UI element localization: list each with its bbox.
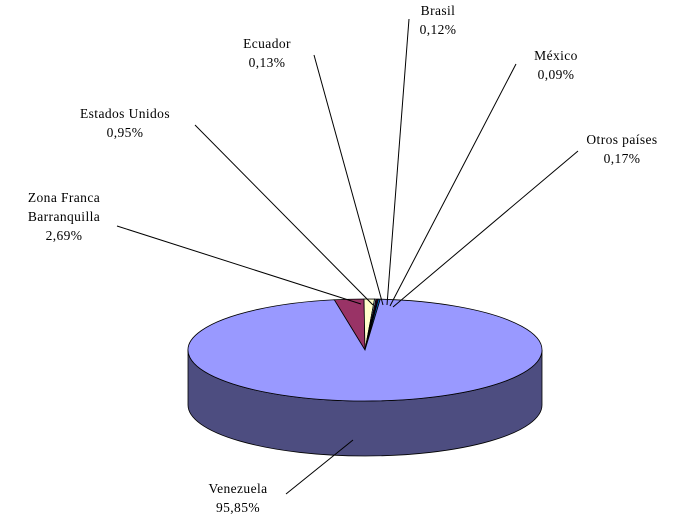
value-label-estados-unidos: 0,95% [107, 125, 144, 140]
value-label-brasil: 0,12% [420, 22, 457, 37]
category-label-estados-unidos: Estados Unidos [80, 106, 170, 121]
value-label-mexico: 0,09% [538, 67, 575, 82]
value-label-zona-franca-barranquilla: 2,69% [46, 228, 83, 243]
category-label-ecuador: Ecuador [243, 36, 291, 51]
category-label-brasil: Brasil [421, 3, 456, 18]
category-label-zona-franca-barranquilla: Barranquilla [28, 209, 100, 224]
value-label-venezuela: 95,85% [216, 500, 260, 515]
leader-line-mexico [389, 63, 517, 307]
value-label-ecuador: 0,13% [249, 55, 286, 70]
slice-labels: Venezuela 95,85% Zona Franca Barranquilla 2,… [28, 3, 657, 515]
category-label-otros-paises: Otros países [586, 132, 657, 147]
leader-line-venezuela [285, 439, 354, 495]
slice-venezuela [187, 298, 543, 402]
value-label-otros-paises: 0,17% [604, 151, 641, 166]
category-label-zona-franca-barranquilla: Zona Franca [28, 190, 100, 205]
leader-line-otros-paises [392, 150, 579, 308]
category-label-venezuela: Venezuela [208, 481, 267, 496]
leader-line-estados-unidos [194, 124, 374, 306]
leader-line-zona-franca-barranquilla [116, 225, 362, 305]
category-label-mexico: México [534, 48, 578, 63]
pie-slices [187, 298, 543, 402]
leader-line-ecuador [313, 54, 384, 306]
leader-lines [116, 18, 579, 495]
leader-line-brasil [386, 18, 410, 306]
